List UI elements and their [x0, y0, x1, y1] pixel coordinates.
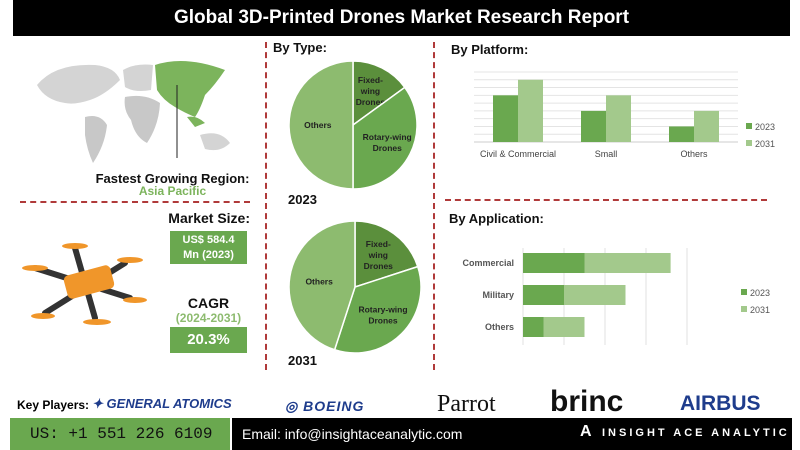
company-name: BOEING	[303, 398, 365, 414]
cagr-period: (2024-2031)	[175, 311, 242, 325]
legend-swatch	[741, 289, 747, 295]
pie-label: Rotary-wing	[363, 132, 412, 142]
world-map	[37, 61, 230, 163]
logo-general-atomics: ✦ GENERAL ATOMICS	[92, 396, 232, 411]
bar-2023	[581, 110, 606, 142]
pie-label: Drones	[364, 261, 394, 271]
pie-slice	[288, 60, 354, 190]
type-pie-charts: Fixed-wingDronesRotary-wingDronesOthersF…	[288, 60, 422, 354]
pie-label: Rotary-wing	[358, 305, 407, 315]
category-label: Others	[680, 149, 708, 159]
report-title: Global 3D-Printed Drones Market Research…	[13, 0, 790, 36]
market-size-label: Market Size:	[168, 210, 250, 226]
divider	[433, 42, 435, 370]
pie-label: Fixed-	[366, 239, 391, 249]
pie-label: Others	[304, 120, 332, 130]
logo-parrot: Parrot	[437, 391, 496, 417]
bar-2023	[669, 126, 694, 142]
logo-airbus: AIRBUS	[680, 392, 761, 415]
pie-slice	[352, 60, 406, 127]
by-application-title: By Application:	[449, 211, 544, 226]
pie-slice	[354, 220, 419, 289]
phone-number: US: +1 551 226 6109	[10, 418, 230, 450]
logo-brinc: brinc	[550, 385, 624, 418]
divider	[265, 42, 267, 370]
category-label: Others	[485, 322, 514, 332]
footer-bar: Email: info@insightaceanalytic.com A INS…	[232, 418, 792, 450]
bar-2023	[523, 253, 585, 273]
email[interactable]: Email: info@insightaceanalytic.com	[242, 426, 463, 442]
category-label: Commercial	[462, 258, 514, 268]
pie-label: Drones	[373, 143, 403, 153]
legend-swatch	[746, 123, 752, 129]
pie-year-2023: 2023	[288, 192, 317, 207]
brand-logo-icon: A	[580, 423, 592, 440]
cagr-value: 20.3%	[170, 327, 247, 353]
pie-slice	[333, 265, 422, 354]
bar-2023	[523, 317, 544, 337]
bar-2031	[543, 317, 585, 337]
legend-swatch	[741, 306, 747, 312]
pie-label: Fixed-	[358, 75, 383, 85]
legend-label: 2023	[755, 122, 775, 132]
pie-year-2031: 2031	[288, 353, 317, 368]
pie-label: wing	[360, 86, 380, 96]
pie-label: Drones	[368, 316, 398, 326]
divider	[445, 199, 767, 201]
brand-name: INSIGHT ACE ANALYTIC	[602, 427, 790, 439]
market-size-value: US$ 584.4 Mn (2023)	[170, 231, 247, 264]
legend-label: 2031	[755, 139, 775, 149]
bar-2031	[518, 79, 543, 142]
cagr-label: CAGR	[187, 295, 230, 311]
bar-2023	[523, 285, 564, 305]
platform-bar-chart: Civil & Commercial Small Others 2023 2031	[474, 71, 775, 159]
market-size-line1: US$ 584.4	[182, 234, 235, 246]
bar-2031	[584, 253, 671, 273]
legend-label: 2031	[750, 305, 770, 315]
market-size-line2: Mn (2023)	[183, 249, 234, 261]
bar-2031	[694, 110, 719, 142]
drone-image	[22, 243, 147, 325]
pie-slice	[352, 86, 418, 190]
bar-2031	[606, 95, 631, 142]
pie-slice	[288, 220, 356, 351]
key-players-label: Key Players:	[17, 398, 90, 412]
by-type-title: By Type:	[273, 40, 327, 55]
company-name: GENERAL ATOMICS	[106, 396, 232, 411]
category-label: Civil & Commercial	[480, 149, 556, 159]
pie-label: Others	[305, 276, 333, 286]
logo-boeing: ◎ BOEING	[285, 398, 365, 414]
region-value: Asia Pacific	[138, 184, 207, 198]
region-label: Fastest Growing Region:	[95, 171, 250, 186]
category-label: Military	[482, 290, 514, 300]
pie-label: wing	[368, 250, 388, 260]
application-bar-chart: Commercial Military Others 2023 2031	[462, 248, 770, 345]
divider	[20, 201, 250, 203]
legend-swatch	[746, 140, 752, 146]
legend-label: 2023	[750, 288, 770, 298]
pie-label: Drones	[356, 97, 386, 107]
bar-2023	[493, 95, 518, 142]
category-label: Small	[595, 149, 618, 159]
by-platform-title: By Platform:	[451, 42, 529, 57]
bar-2031	[564, 285, 626, 305]
